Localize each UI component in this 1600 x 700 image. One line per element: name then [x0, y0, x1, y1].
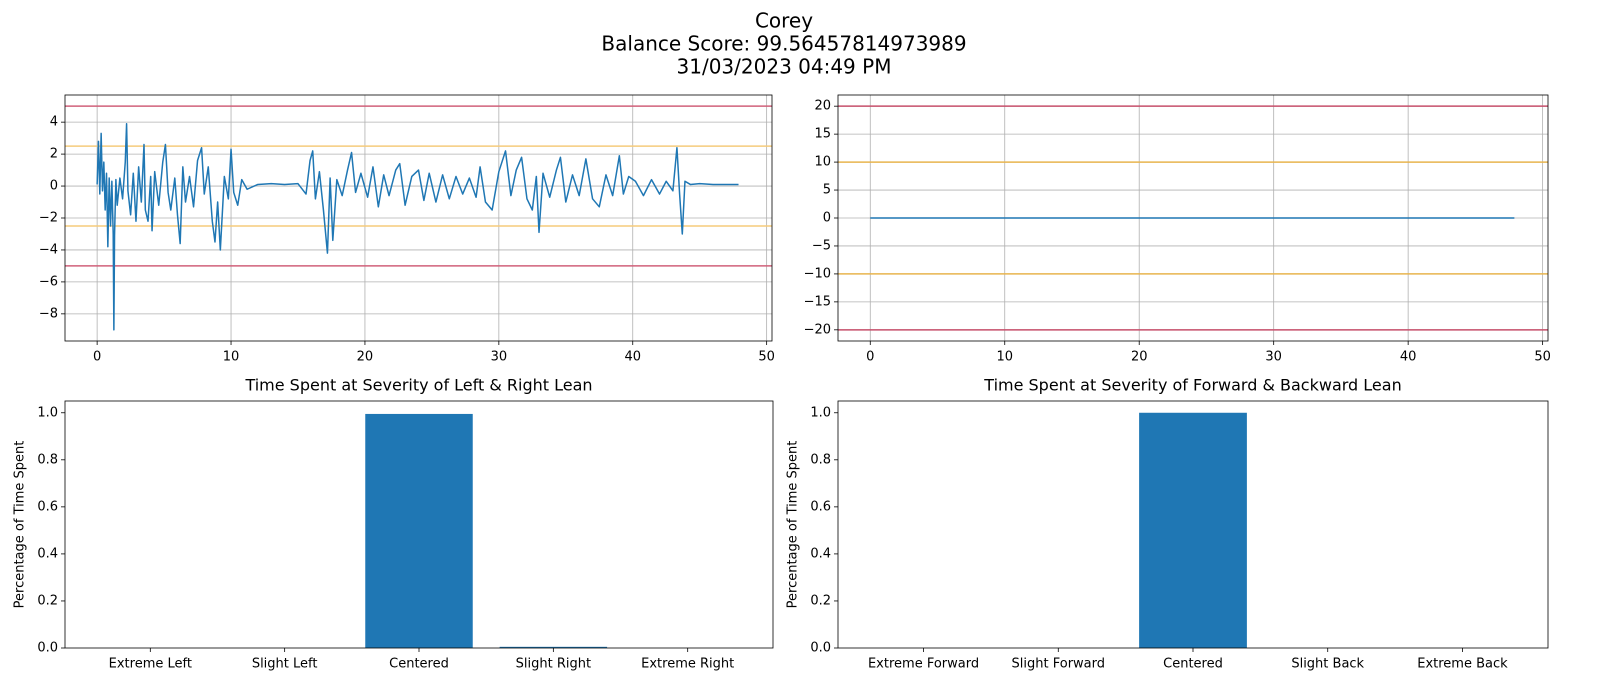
y-tick-label: 4 — [50, 115, 58, 130]
y-tick-label: 0.8 — [810, 452, 831, 467]
x-tick-label: Extreme Forward — [868, 657, 979, 672]
x-tick-label: Slight Forward — [1012, 657, 1105, 672]
data-line — [96, 123, 739, 331]
y-tick-label: −6 — [39, 274, 58, 289]
x-tick-label: 20 — [357, 350, 374, 365]
y-tick-label: 1.0 — [37, 405, 58, 420]
x-tick-label: 50 — [758, 350, 775, 365]
y-tick-label: 0.2 — [37, 593, 58, 608]
y-tick-label: 20 — [814, 99, 831, 114]
axes-frame — [837, 94, 1549, 342]
suptitle: Balance Score: 99.56457814973989 — [601, 32, 966, 56]
y-tick-label: 0.2 — [810, 593, 831, 608]
x-tick-label: Slight Right — [516, 657, 591, 672]
x-tick-label: 30 — [1265, 350, 1282, 365]
y-tick-label: −4 — [39, 242, 58, 257]
x-tick-label: 10 — [223, 350, 240, 365]
x-tick-label: 20 — [1131, 350, 1148, 365]
axes-frame — [837, 400, 1549, 649]
x-tick-label: Extreme Left — [109, 657, 192, 672]
x-tick-label: Centered — [1163, 657, 1223, 672]
y-tick-label: 15 — [814, 127, 831, 142]
bar — [365, 413, 473, 648]
y-tick-label: 0 — [50, 179, 58, 194]
bar — [499, 646, 608, 648]
y-tick-label: 1.0 — [810, 405, 831, 420]
y-tick-label: 0.6 — [810, 499, 831, 514]
x-tick-label: Centered — [389, 657, 449, 672]
y-tick-label: 2 — [50, 147, 58, 162]
x-tick-label: 40 — [624, 350, 641, 365]
y-tick-label: 5 — [823, 183, 831, 198]
y-tick-label: 0.0 — [37, 641, 58, 656]
x-tick-label: 50 — [1534, 350, 1551, 365]
suptitle: 31/03/2023 04:49 PM — [677, 55, 892, 79]
bar — [1139, 412, 1247, 648]
y-tick-label: 0 — [823, 211, 831, 226]
y-tick-label: 0.4 — [810, 546, 831, 561]
x-tick-label: Extreme Right — [641, 657, 734, 672]
y-tick-label: 0.8 — [37, 452, 58, 467]
x-tick-label: 0 — [866, 350, 874, 365]
y-tick-label: −5 — [812, 238, 831, 253]
y-tick-label: −15 — [804, 294, 831, 309]
x-tick-label: 30 — [491, 350, 508, 365]
suptitle: Corey — [755, 9, 813, 33]
y-axis-label: Percentage of Time Spent — [786, 441, 801, 609]
chart-title: Time Spent at Severity of Left & Right L… — [244, 376, 592, 395]
y-tick-label: 0.4 — [37, 546, 58, 561]
axes-frame — [64, 94, 773, 342]
x-tick-label: Extreme Back — [1417, 657, 1508, 672]
axes-frame — [64, 400, 774, 649]
y-axis-label: Percentage of Time Spent — [13, 441, 28, 609]
chart-title: Time Spent at Severity of Forward & Back… — [983, 376, 1401, 395]
y-tick-label: 0.6 — [37, 499, 58, 514]
x-tick-label: 40 — [1400, 350, 1417, 365]
y-tick-label: 10 — [814, 155, 831, 170]
x-tick-label: Slight Back — [1291, 657, 1364, 672]
y-tick-label: −20 — [804, 322, 831, 337]
x-tick-label: 10 — [996, 350, 1013, 365]
y-tick-label: −2 — [39, 211, 58, 226]
x-tick-label: Slight Left — [252, 657, 318, 672]
y-tick-label: −10 — [804, 266, 831, 281]
y-tick-label: 0.0 — [810, 641, 831, 656]
y-tick-label: −8 — [39, 306, 58, 321]
x-tick-label: 0 — [93, 350, 101, 365]
